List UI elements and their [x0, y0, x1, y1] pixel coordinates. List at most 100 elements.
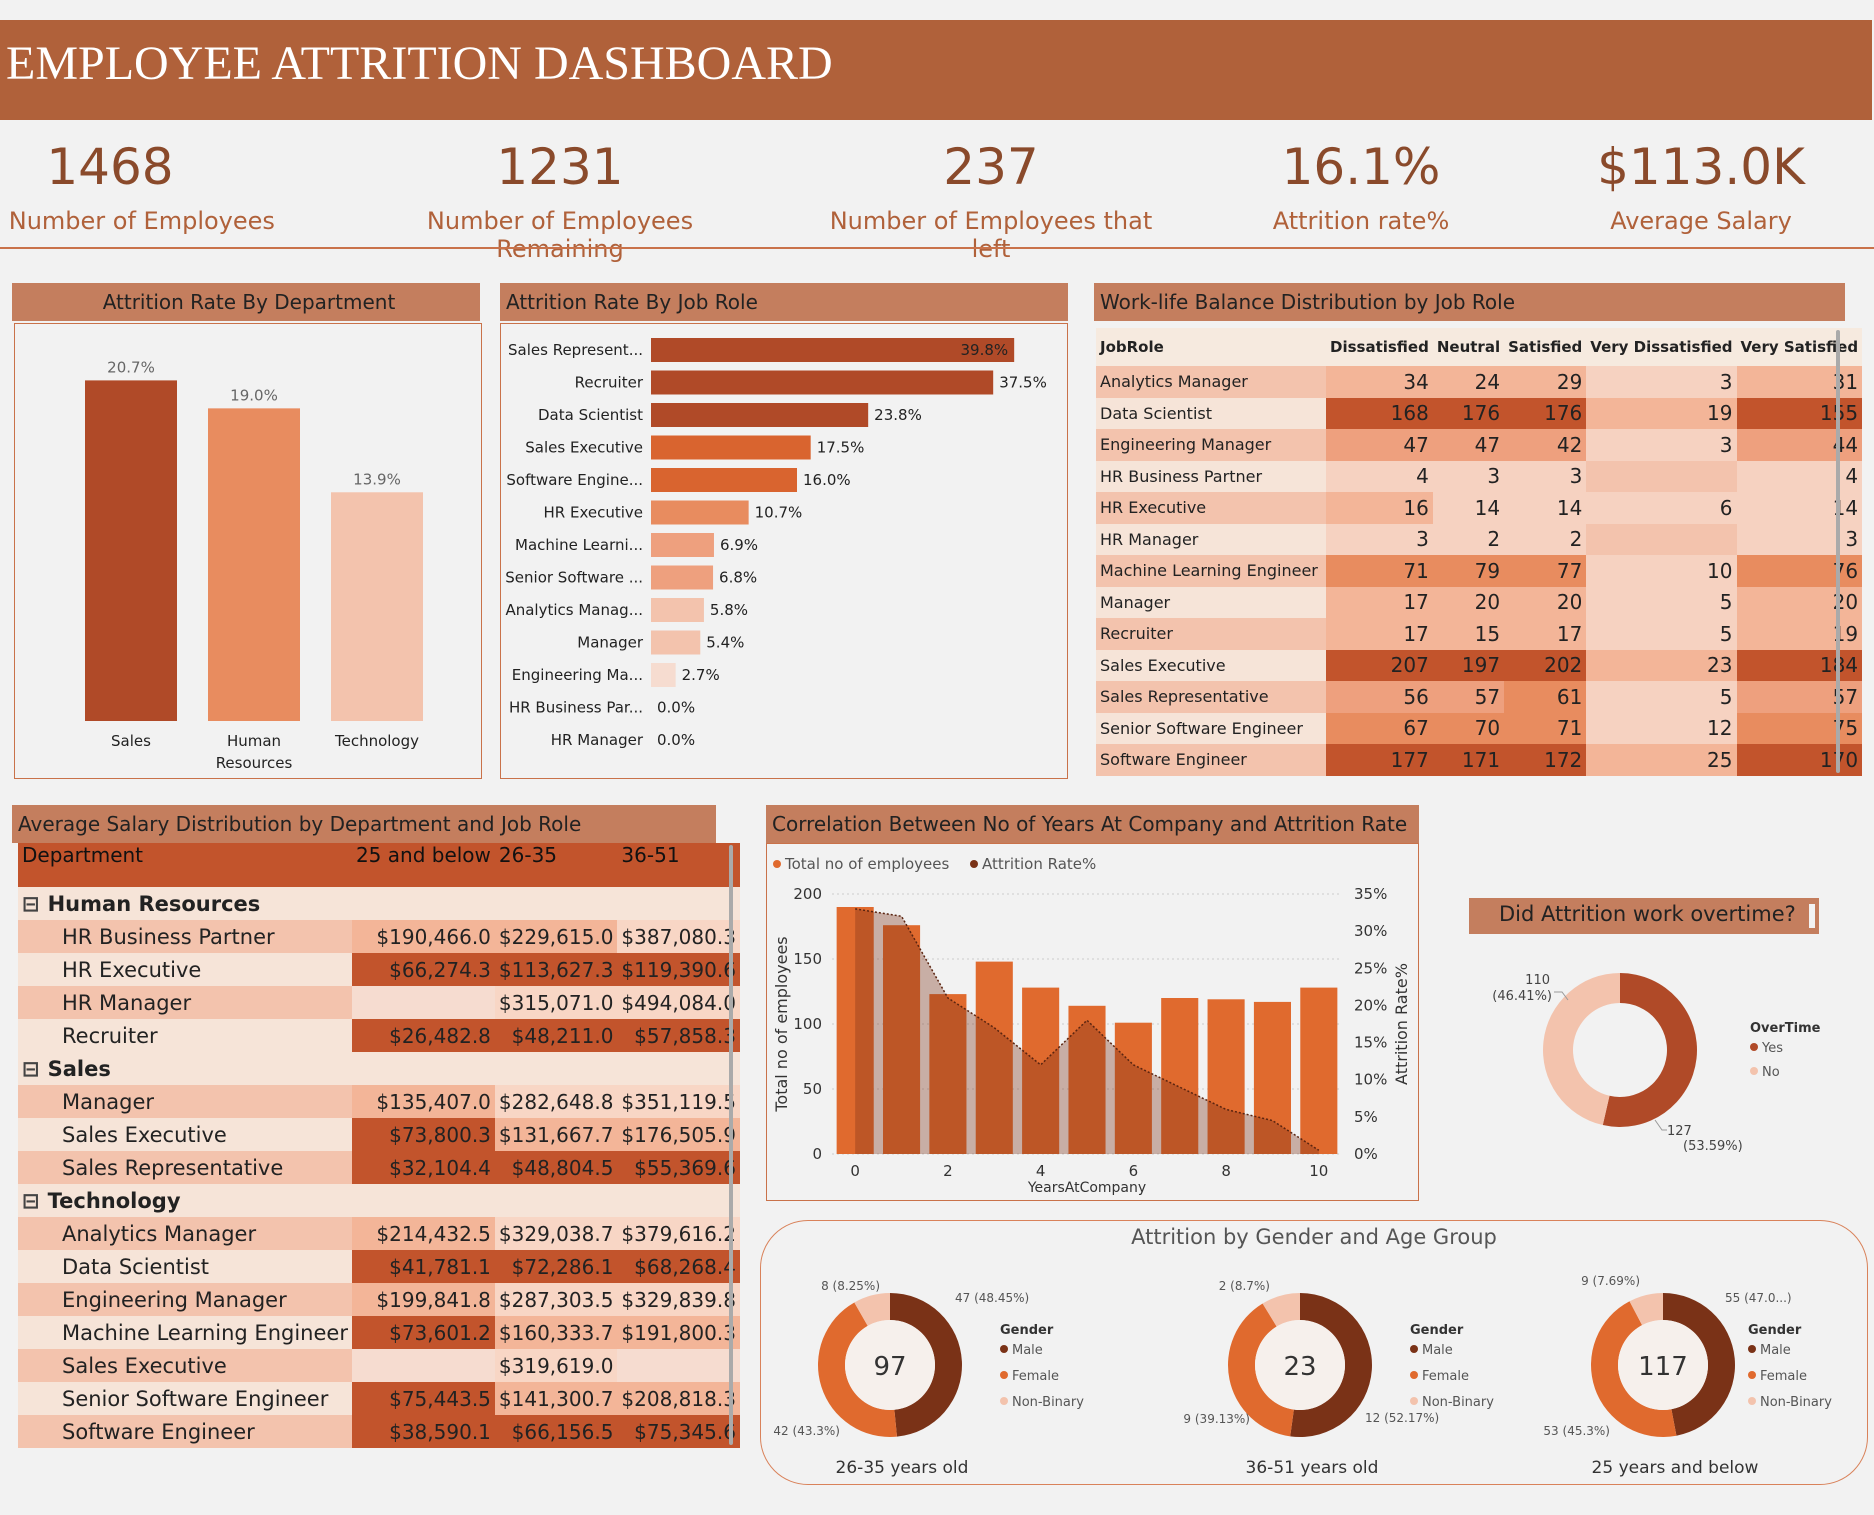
wlb-column-header[interactable]: Satisfied — [1504, 328, 1587, 366]
dept-bar-chart: 20.7% Sales 19.0% Human Resources 13.9% Techno… — [85, 358, 423, 772]
salary-row: HR Executive $66,274.3 $113,627.3 $119,390.… — [18, 953, 740, 986]
collapse-icon[interactable]: ⊟ — [22, 891, 40, 916]
x-tick-label: 2 — [943, 1162, 953, 1180]
x-axis-label: YearsAtCompany — [1027, 1180, 1146, 1196]
salary-group-row[interactable]: ⊟ Human Resources — [18, 887, 740, 920]
gender-slice-label: 9 (39.13%) — [1183, 1412, 1250, 1426]
wlb-table: JobRole Dissatisfied Neutral Satisfied Very … — [1096, 328, 1863, 776]
wlb-row: Software Engineer17717117225170 — [1096, 744, 1863, 776]
donut-center — [1255, 1320, 1345, 1410]
gender-legend-label: Female — [1760, 1369, 1807, 1384]
salary-value-cell: $160,333.7 — [494, 1316, 618, 1349]
salary-column-header[interactable]: Department — [18, 843, 352, 887]
jobrole-value-label: 0.0% — [657, 731, 695, 749]
wlb-value-cell: 31 — [1736, 366, 1863, 398]
y-axis-label: Total no of employees — [772, 936, 791, 1112]
salary-row: HR Manager $315,071.0 $494,084.0 — [18, 986, 740, 1019]
legend-marker — [1000, 1345, 1008, 1353]
salary-value-cell: $135,407.0 — [351, 1085, 495, 1118]
wlb-value-cell: 19 — [1736, 618, 1863, 650]
employee-count-bar — [883, 925, 921, 1154]
wlb-jobrole-cell: Senior Software Engineer — [1096, 712, 1326, 744]
wlb-value-cell: 176 — [1432, 397, 1505, 429]
salary-value-cell: $41,781.1 — [351, 1250, 495, 1283]
kpi-employees-remaining: 1231 Number of Employees Remaining — [390, 135, 730, 263]
jobrole-value-label: 23.8% — [874, 406, 922, 424]
salary-row: Sales Executive $73,800.3 $131,667.7 $176,5… — [18, 1118, 740, 1151]
salary-value-cell: $379,616.2 — [617, 1217, 740, 1250]
jobrole-bar — [651, 533, 714, 557]
dept-category-label: Human — [227, 732, 281, 750]
dept-bar-value-label: 19.0% — [230, 386, 278, 404]
salary-row: Software Engineer $38,590.1 $66,156.5 $75,3… — [18, 1415, 740, 1448]
salary-group-cell[interactable]: ⊟ Technology — [18, 1184, 352, 1217]
dept-category-label: Technology — [334, 732, 419, 750]
x-tick-label: 6 — [1129, 1162, 1139, 1180]
wlb-value-cell: 3 — [1586, 429, 1737, 461]
legend-marker — [1748, 1345, 1756, 1353]
y-tick-label: 100 — [793, 1015, 822, 1033]
salary-jobrole-cell: Manager — [18, 1085, 352, 1118]
salary-column-header[interactable]: 25 and below — [351, 843, 495, 887]
kpi-label: Number of Employees that left — [829, 207, 1153, 263]
salary-column-header[interactable]: 36-51 — [617, 843, 740, 887]
jobrole-value-label: 39.8% — [961, 341, 1009, 359]
salary-value-cell: $48,211.0 — [494, 1019, 618, 1052]
overtime-legend-label: Yes — [1761, 1041, 1783, 1056]
salary-group-cell[interactable]: ⊟ Human Resources — [18, 887, 352, 920]
salary-group-label: Technology — [47, 1188, 181, 1213]
wlb-row: Manager 17 20 20 5 20 — [1096, 586, 1863, 618]
wlb-value-cell: 172 — [1504, 744, 1587, 776]
wlb-value-cell: 168 — [1326, 397, 1433, 429]
wlb-row: HR Manager 3 2 2 3 — [1096, 523, 1863, 555]
salary-value-cell: $199,841.8 — [351, 1283, 495, 1316]
correlation-combo-chart: Total no of employees Attrition Rate% 0 50 1… — [772, 855, 1411, 1196]
legend-marker — [1000, 1397, 1008, 1405]
wlb-scrollbar[interactable] — [1836, 330, 1840, 773]
salary-group-row[interactable]: ⊟ Technology — [18, 1184, 740, 1217]
dept-category-label: Sales — [111, 732, 151, 750]
salary-row: Recruiter $26,482.8 $48,211.0 $57,858.3 — [18, 1019, 740, 1052]
gender-legend-label: Female — [1012, 1369, 1059, 1384]
wlb-value-cell: 3 — [1586, 366, 1737, 398]
wlb-column-header[interactable]: JobRole — [1096, 328, 1326, 366]
salary-column-header[interactable]: 26-35 — [494, 843, 618, 887]
salary-group-cell[interactable]: ⊟ Sales — [18, 1052, 352, 1085]
wlb-row: Sales Executive20719720223184 — [1096, 649, 1863, 681]
jobrole-chart-title: Attrition Rate By Job Role — [500, 283, 1068, 321]
gender-age-panel — [760, 1220, 1868, 1485]
employee-count-bar — [975, 961, 1013, 1154]
wlb-value-cell: 44 — [1736, 429, 1863, 461]
salary-row: Manager $135,407.0 $282,648.8 $351,119.5 — [18, 1085, 740, 1118]
wlb-value-cell: 20 — [1736, 586, 1863, 618]
salary-scrollbar[interactable] — [729, 845, 733, 1445]
salary-value-cell: $214,432.5 — [351, 1217, 495, 1250]
wlb-column-header[interactable]: Neutral — [1432, 328, 1505, 366]
jobrole-category-label: Engineering Ma... — [512, 666, 643, 684]
collapse-icon[interactable]: ⊟ — [22, 1188, 40, 1213]
salary-value-cell: $119,390.6 — [617, 953, 740, 986]
salary-jobrole-cell: Engineering Manager — [18, 1283, 352, 1316]
collapse-icon[interactable]: ⊟ — [22, 1056, 40, 1081]
wlb-jobrole-cell: HR Executive — [1096, 492, 1326, 524]
wlb-value-cell: 20 — [1504, 586, 1587, 618]
kpi-divider — [0, 247, 1874, 249]
dept-bar-value-label: 13.9% — [353, 470, 401, 488]
jobrole-value-label: 0.0% — [657, 699, 695, 717]
wlb-value-cell: 17 — [1326, 618, 1433, 650]
dept-chart-title: Attrition Rate By Department — [12, 283, 480, 321]
wlb-column-header[interactable]: Very Satisfied — [1736, 328, 1863, 366]
wlb-column-header[interactable]: Dissatisfied — [1326, 328, 1433, 366]
leader-line — [1654, 1119, 1667, 1131]
dept-chart-panel: 20.7% Sales 19.0% Human Resources 13.9% Techno… — [14, 323, 482, 779]
salary-row: Sales Executive $319,619.0 — [18, 1349, 740, 1382]
wlb-value-cell: 25 — [1586, 744, 1737, 776]
wlb-column-header[interactable]: Very Dissatisfied — [1586, 328, 1737, 366]
employee-count-bar — [1022, 987, 1060, 1154]
salary-value-cell: $329,839.8 — [617, 1283, 740, 1316]
wlb-jobrole-cell: Machine Learning Engineer — [1096, 555, 1326, 587]
salary-jobrole-cell: Senior Software Engineer — [18, 1382, 352, 1415]
salary-group-row[interactable]: ⊟ Sales — [18, 1052, 740, 1085]
overtime-legend-label: No — [1762, 1065, 1780, 1080]
y2-tick-label: 30% — [1354, 922, 1387, 940]
